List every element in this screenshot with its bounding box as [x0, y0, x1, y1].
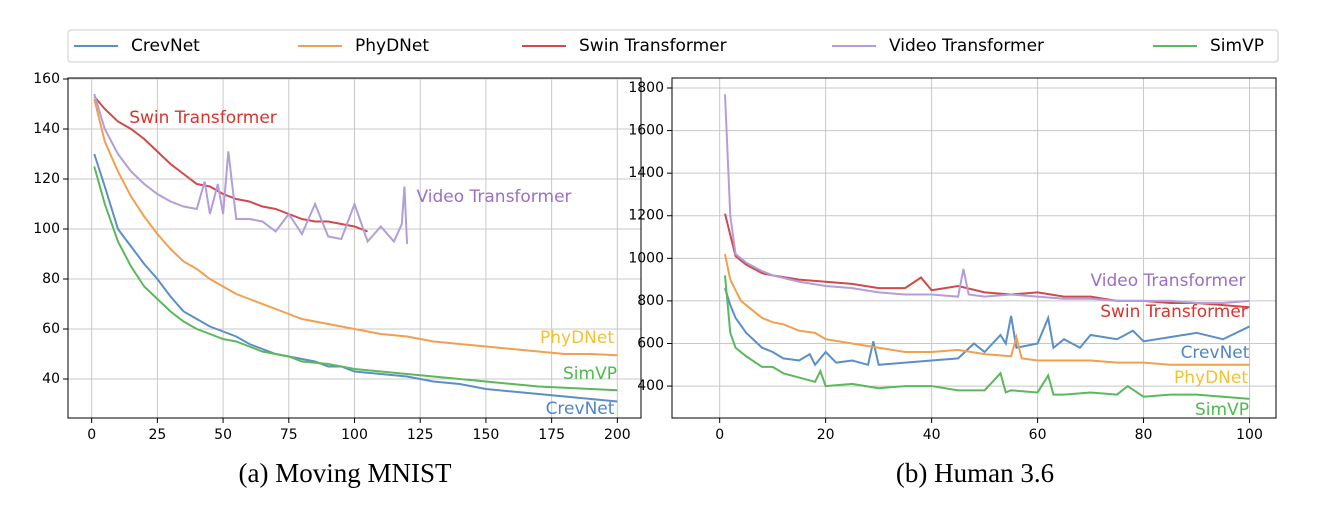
series-line — [724, 253, 1250, 366]
x-tick-label: 175 — [538, 427, 565, 443]
x-tick-label: 60 — [1029, 427, 1047, 443]
x-tick-label: 80 — [1135, 427, 1153, 443]
series-line — [723, 275, 1250, 400]
legend-label: Swin Transformer — [579, 36, 727, 56]
x-tick-label: 50 — [214, 427, 232, 443]
annotation: CrevNet — [1181, 343, 1250, 363]
plot-frame — [67, 77, 642, 419]
series-line — [93, 93, 409, 245]
y-tick-label: 800 — [637, 293, 664, 309]
y-tick-label: 1800 — [628, 80, 664, 96]
y-tick-label: 140 — [33, 121, 60, 137]
annotation: Swin Transformer — [129, 108, 277, 128]
series-line — [724, 213, 1250, 309]
annotation: Video Transformer — [416, 187, 571, 207]
annotation: SimVP — [563, 364, 617, 384]
y-tick-label: 120 — [33, 171, 60, 187]
series-line — [724, 287, 1250, 367]
series-line — [93, 98, 618, 357]
y-tick-label: 600 — [637, 335, 664, 351]
annotation: PhyDNet — [1174, 368, 1248, 388]
series-line — [723, 94, 1250, 305]
y-tick-label: 1000 — [628, 250, 664, 266]
annotation: PhyDNet — [540, 328, 614, 348]
legend-label: CrevNet — [131, 36, 200, 56]
legend-label: Video Transformer — [889, 36, 1044, 56]
x-tick-label: 0 — [715, 427, 724, 443]
x-tick-label: 25 — [148, 427, 166, 443]
caption: (a) Moving MNIST — [239, 458, 452, 488]
x-tick-label: 100 — [341, 427, 368, 443]
x-tick-label: 100 — [1236, 427, 1263, 443]
y-tick-label: 100 — [33, 221, 60, 237]
x-tick-label: 75 — [280, 427, 298, 443]
annotation: CrevNet — [546, 399, 615, 419]
legend-label: PhyDNet — [355, 36, 429, 56]
legend-box — [67, 29, 1279, 63]
x-tick-label: 40 — [923, 427, 941, 443]
x-tick-label: 150 — [473, 427, 500, 443]
x-tick-label: 200 — [604, 427, 631, 443]
y-tick-label: 1200 — [628, 208, 664, 224]
y-tick-label: 40 — [42, 371, 60, 387]
series-line — [93, 166, 618, 392]
y-tick-label: 400 — [637, 378, 664, 394]
plot-frame — [671, 77, 1277, 419]
y-tick-label: 1400 — [628, 165, 664, 181]
annotation: Swin Transformer — [1100, 302, 1248, 322]
y-tick-label: 160 — [33, 71, 60, 87]
y-tick-label: 80 — [42, 271, 60, 287]
x-tick-label: 0 — [87, 427, 96, 443]
annotation: Video Transformer — [1090, 271, 1245, 291]
y-tick-label: 1600 — [628, 123, 664, 139]
caption: (b) Human 3.6 — [896, 458, 1054, 488]
y-tick-label: 60 — [42, 321, 60, 337]
x-tick-label: 125 — [407, 427, 434, 443]
x-tick-label: 20 — [817, 427, 835, 443]
legend-label: SimVP — [1210, 36, 1264, 56]
annotation: SimVP — [1195, 400, 1249, 420]
